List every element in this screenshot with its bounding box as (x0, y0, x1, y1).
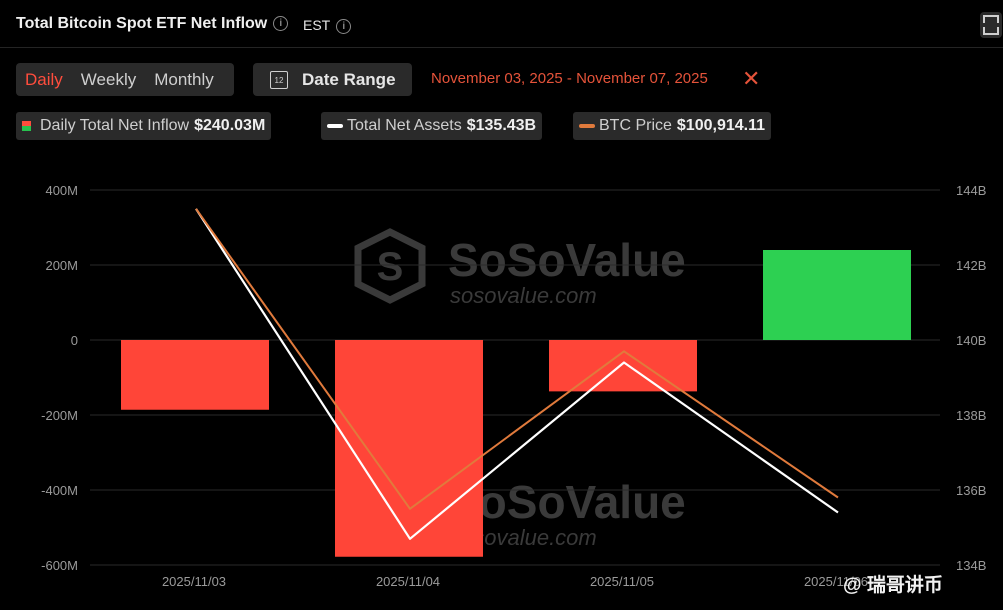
legend-net-inflow-value: $240.03M (194, 117, 266, 134)
corner-watermark: @ 瑞哥讲币 (843, 570, 943, 597)
chart-title: Total Bitcoin Spot ETF Net Inflow i (16, 15, 289, 33)
left-tick-label: -200M (41, 408, 78, 423)
watermark-site-top: sosovalue.com (450, 283, 597, 308)
clear-range-icon[interactable]: ✕ (742, 66, 761, 91)
bar[interactable] (763, 250, 911, 340)
legend-net-inflow-label: Daily Total Net Inflow (40, 117, 190, 134)
series-line[interactable] (195, 208, 839, 540)
left-tick-label: -400M (41, 483, 78, 498)
date-range-label: Date Range (302, 69, 396, 89)
timezone-label: EST i (303, 17, 352, 34)
chart-title-text: Total Bitcoin Spot ETF Net Inflow (16, 15, 268, 32)
legend-btc-price-value: $100,914.11 (676, 117, 765, 134)
timezone-info-icon[interactable]: i (336, 18, 352, 34)
header-divider (0, 47, 1003, 48)
left-tick-label: 200M (45, 258, 78, 273)
period-daily-button[interactable]: Daily (25, 69, 63, 89)
legend-net-assets[interactable]: Total Net Assets $135.43B (321, 112, 543, 140)
corner-watermark-text: 瑞哥讲币 (866, 575, 943, 596)
calendar-icon: 12 (270, 70, 288, 89)
watermark-brand-top: SoSoValue (448, 234, 686, 286)
legend-btc-price[interactable]: BTC Price $100,914.11 (573, 112, 771, 140)
x-tick-label: 2025/11/04 (376, 574, 440, 589)
selected-date-range: November 03, 2025 - November 07, 2025 (431, 70, 708, 87)
bars (121, 250, 911, 557)
right-tick-label: 134B (956, 558, 986, 573)
x-tick-label: 2025/11/05 (590, 574, 654, 589)
watermark-logo-top-icon: S (354, 228, 426, 304)
date-range-button[interactable]: 12 Date Range (253, 63, 412, 96)
left-tick-label: 0 (71, 333, 78, 348)
legend-net-inflow[interactable]: Daily Total Net Inflow $240.03M (16, 112, 272, 140)
right-tick-label: 140B (956, 333, 986, 348)
x-tick-label: 2025/11/06 (804, 574, 868, 589)
left-tick-label: -600M (41, 558, 78, 573)
right-tick-label: 144B (956, 183, 986, 198)
bar[interactable] (121, 340, 269, 410)
series-line[interactable] (195, 208, 839, 510)
net-inflow-swatch-icon (22, 121, 31, 131)
info-icon[interactable]: i (273, 16, 289, 32)
legend-net-assets-value: $135.43B (466, 117, 537, 134)
right-tick-label: 142B (956, 258, 986, 273)
legend-net-assets-label: Total Net Assets (347, 117, 462, 134)
net-assets-swatch-icon (327, 124, 343, 128)
period-weekly-button[interactable]: Weekly (80, 69, 137, 89)
period-toggle: Daily Weekly Monthly (16, 63, 234, 96)
corner-watermark-prefix: @ (843, 575, 862, 596)
x-tick-label: 2025/11/03 (162, 574, 226, 589)
fullscreen-icon[interactable] (980, 12, 1002, 38)
left-tick-label: 400M (45, 183, 78, 198)
legend-btc-price-label: BTC Price (599, 117, 672, 134)
bar[interactable] (335, 340, 483, 557)
timezone-text: EST (303, 17, 331, 33)
right-tick-label: 136B (956, 483, 986, 498)
bar[interactable] (549, 340, 697, 392)
right-tick-label: 138B (956, 408, 986, 423)
period-monthly-button[interactable]: Monthly (154, 69, 214, 89)
svg-text:S: S (377, 245, 404, 289)
axes: 400M 144B 200M 142B 0 140B -200M 138B -400M 136B -… (41, 183, 986, 589)
btc-price-swatch-icon (579, 124, 595, 128)
watermark-brand-bottom: SoSoValue (448, 476, 686, 528)
lines (195, 208, 839, 540)
